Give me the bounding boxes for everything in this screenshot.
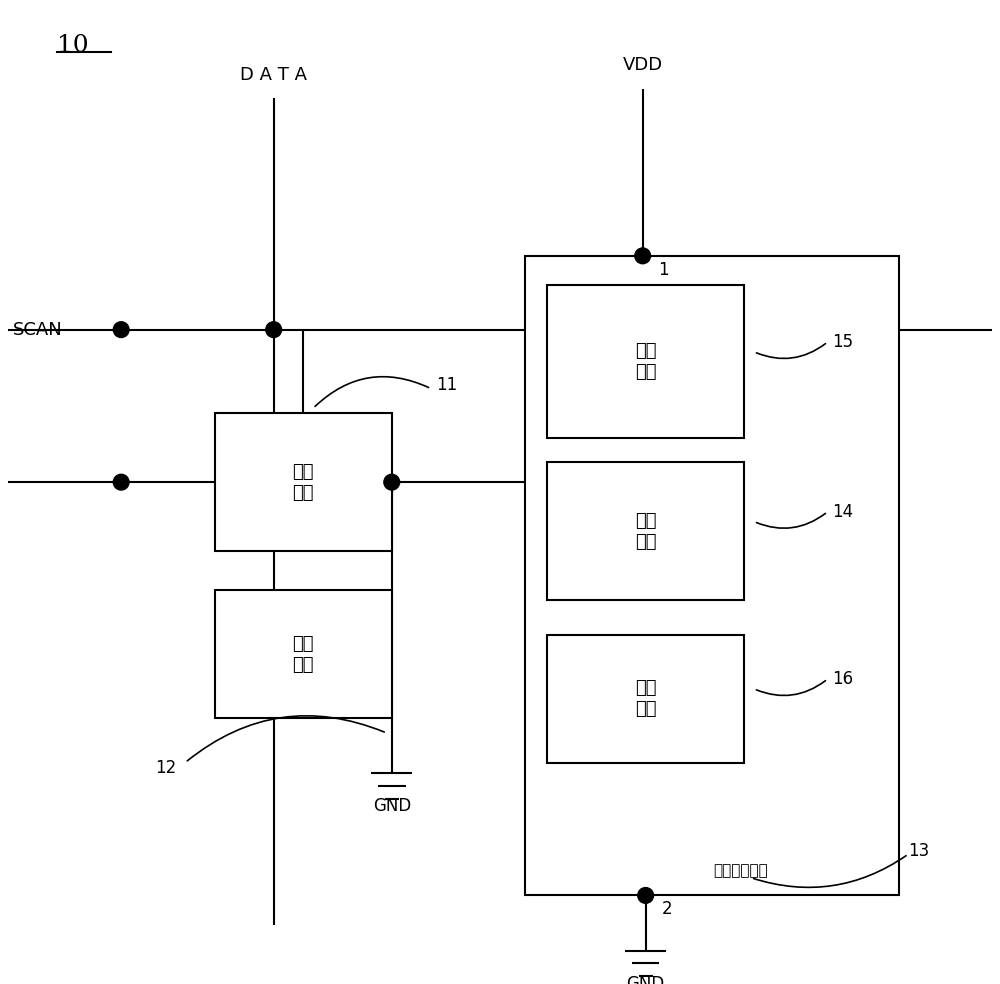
Circle shape	[266, 322, 282, 338]
Bar	[215, 590, 392, 718]
Text: 15: 15	[833, 333, 854, 351]
Text: GND: GND	[627, 975, 665, 984]
Text: 开关
模块: 开关 模块	[292, 462, 314, 502]
Bar	[547, 462, 744, 600]
Text: 驱动
单元: 驱动 单元	[635, 512, 656, 551]
Text: 11: 11	[436, 376, 457, 394]
Text: D A T A: D A T A	[240, 66, 307, 84]
Bar	[525, 256, 899, 895]
Text: 1: 1	[658, 261, 669, 278]
Bar	[547, 635, 744, 763]
Text: GND: GND	[373, 797, 411, 815]
Text: VDD: VDD	[623, 56, 663, 74]
Bar	[547, 285, 744, 438]
Circle shape	[113, 474, 129, 490]
Text: 2: 2	[661, 900, 672, 918]
Circle shape	[635, 248, 651, 264]
Circle shape	[384, 474, 400, 490]
Circle shape	[638, 888, 654, 903]
Text: 发光
单元: 发光 单元	[635, 342, 656, 381]
Text: SCAN: SCAN	[13, 321, 63, 338]
Bar	[215, 413, 392, 551]
Text: 分唸
单元: 分唸 单元	[635, 679, 656, 718]
Text: 存储
模块: 存储 模块	[292, 635, 314, 674]
Text: 13: 13	[908, 842, 930, 860]
Text: 10: 10	[57, 34, 89, 57]
Text: 14: 14	[833, 503, 854, 521]
Text: 16: 16	[833, 670, 854, 688]
Circle shape	[113, 322, 129, 338]
Text: 12: 12	[156, 759, 177, 776]
Text: 驱动发光模块: 驱动发光模块	[714, 863, 768, 878]
